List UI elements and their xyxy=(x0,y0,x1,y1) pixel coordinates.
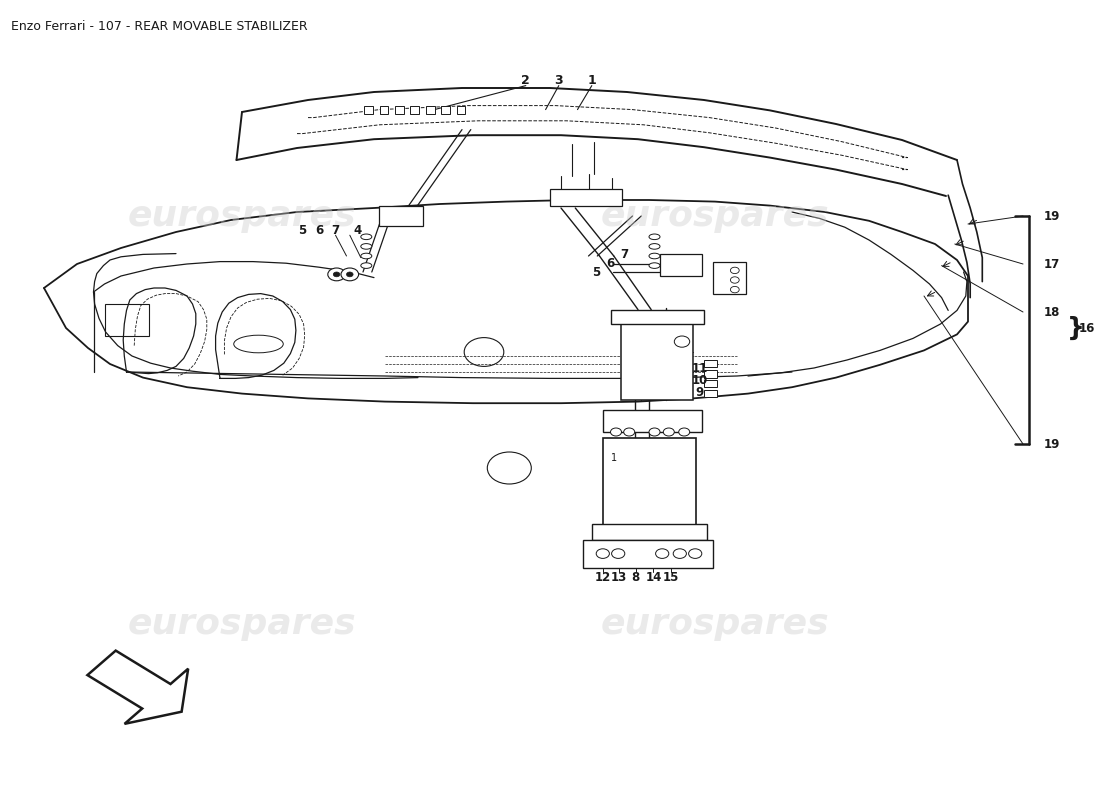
Circle shape xyxy=(663,428,674,436)
Bar xyxy=(364,106,373,114)
Text: 2: 2 xyxy=(521,74,530,86)
Bar xyxy=(592,524,707,540)
Circle shape xyxy=(656,549,669,558)
Text: 8: 8 xyxy=(631,571,640,584)
Circle shape xyxy=(730,267,739,274)
Bar xyxy=(713,262,746,294)
Text: 5: 5 xyxy=(298,224,307,237)
Polygon shape xyxy=(87,650,188,724)
Text: Enzo Ferrari - 107 - REAR MOVABLE STABILIZER: Enzo Ferrari - 107 - REAR MOVABLE STABIL… xyxy=(11,20,308,33)
Text: eurospares: eurospares xyxy=(601,199,829,233)
Circle shape xyxy=(730,286,739,293)
Bar xyxy=(379,206,424,226)
Circle shape xyxy=(673,549,686,558)
Circle shape xyxy=(487,452,531,484)
Ellipse shape xyxy=(361,243,372,249)
Text: 15: 15 xyxy=(663,571,679,584)
Ellipse shape xyxy=(649,234,660,239)
Circle shape xyxy=(346,272,353,277)
Ellipse shape xyxy=(233,335,284,353)
Text: 7: 7 xyxy=(331,224,340,237)
Text: 18: 18 xyxy=(1044,306,1059,318)
Text: 5: 5 xyxy=(592,266,601,278)
Bar xyxy=(610,310,704,324)
Circle shape xyxy=(612,549,625,558)
Circle shape xyxy=(689,549,702,558)
Bar xyxy=(660,254,702,276)
Circle shape xyxy=(610,428,621,436)
Circle shape xyxy=(596,549,609,558)
Text: 3: 3 xyxy=(554,74,563,86)
Ellipse shape xyxy=(649,253,660,258)
Circle shape xyxy=(333,272,340,277)
Circle shape xyxy=(730,277,739,283)
Text: 14: 14 xyxy=(646,571,661,584)
Text: eurospares: eurospares xyxy=(128,607,356,641)
Text: 1: 1 xyxy=(587,74,596,86)
Text: eurospares: eurospares xyxy=(601,607,829,641)
Text: 6: 6 xyxy=(315,224,323,237)
Ellipse shape xyxy=(649,263,660,268)
Circle shape xyxy=(328,268,345,281)
Text: 11: 11 xyxy=(692,362,707,374)
Bar xyxy=(550,189,622,206)
Text: 17: 17 xyxy=(1044,258,1059,270)
Circle shape xyxy=(679,428,690,436)
Text: 7: 7 xyxy=(620,248,629,261)
Bar xyxy=(104,304,148,336)
Bar xyxy=(456,106,465,114)
Bar xyxy=(704,360,717,367)
Text: 4: 4 xyxy=(353,224,362,237)
Ellipse shape xyxy=(361,234,372,239)
Text: 16: 16 xyxy=(1079,322,1094,334)
Text: 10: 10 xyxy=(692,374,707,386)
Circle shape xyxy=(674,336,690,347)
Text: 6: 6 xyxy=(606,257,615,270)
Bar xyxy=(441,106,450,114)
Bar xyxy=(704,370,717,378)
Text: 13: 13 xyxy=(612,571,627,584)
Bar xyxy=(395,106,404,114)
Ellipse shape xyxy=(649,243,660,249)
Ellipse shape xyxy=(361,253,372,258)
Bar xyxy=(426,106,434,114)
Text: 19: 19 xyxy=(1044,438,1059,450)
Circle shape xyxy=(624,428,635,436)
Bar xyxy=(704,390,717,397)
Bar xyxy=(379,106,388,114)
Text: 9: 9 xyxy=(695,386,704,398)
Circle shape xyxy=(649,428,660,436)
Bar xyxy=(621,324,693,400)
Circle shape xyxy=(341,268,359,281)
Text: 1: 1 xyxy=(610,454,617,463)
Bar xyxy=(410,106,419,114)
Bar xyxy=(603,438,696,526)
Text: }: } xyxy=(1067,316,1085,340)
Bar xyxy=(704,380,717,387)
Text: eurospares: eurospares xyxy=(128,199,356,233)
Text: 19: 19 xyxy=(1044,210,1059,222)
Ellipse shape xyxy=(361,263,372,268)
Circle shape xyxy=(464,338,504,366)
Bar xyxy=(583,540,713,568)
Bar xyxy=(603,410,702,432)
Text: 12: 12 xyxy=(595,571,610,584)
